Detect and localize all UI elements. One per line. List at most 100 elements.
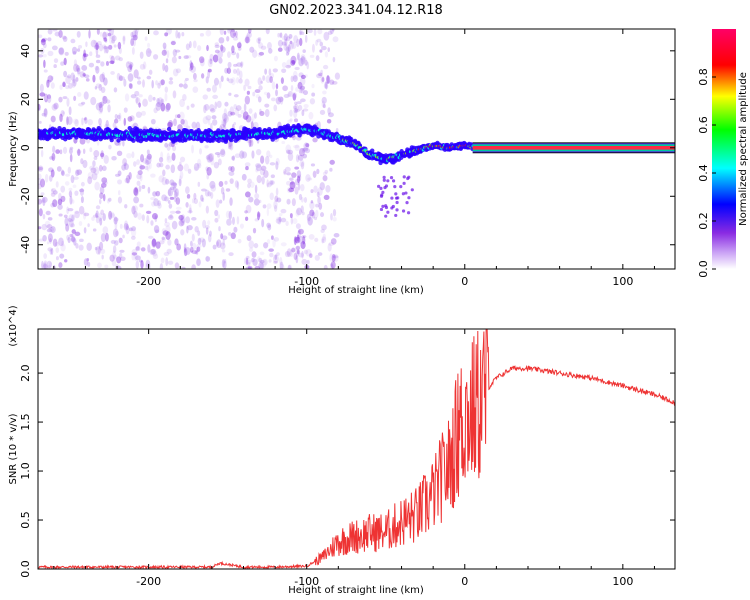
heatmap-noise-mark [145, 48, 152, 58]
heatmap-noise-mark [281, 35, 287, 41]
heatmap-noise-mark [178, 55, 182, 60]
heatmap-noise-mark [101, 177, 108, 184]
heatmap-noise-mark [130, 38, 135, 46]
heatmap-noise-mark [298, 229, 301, 233]
heatmap-noise-mark [147, 42, 151, 48]
heatmap-noise-mark [133, 187, 139, 197]
y-tick-label: 2.0 [19, 364, 32, 382]
heatmap-noise-mark [44, 220, 51, 228]
heatmap-noise-mark [203, 104, 207, 114]
heatmap-noise-mark [92, 214, 99, 218]
heatmap-noise-mark [304, 59, 308, 66]
heatmap-noise-mark [132, 38, 136, 47]
heatmap-noise-mark [158, 175, 165, 183]
heatmap-noise-mark [185, 216, 191, 224]
y-tick-label: 1.0 [19, 462, 32, 480]
heatmap-noise-mark [242, 111, 249, 120]
heatmap-noise-mark [41, 112, 46, 117]
heatmap-noise-mark [108, 210, 113, 220]
heatmap-noise-mark [95, 102, 102, 111]
heatmap-noise-mark [79, 137, 86, 145]
heatmap-noise-mark [228, 29, 232, 32]
heatmap-noise-mark [43, 253, 48, 259]
heatmap-noise-mark [85, 78, 90, 82]
snr-y-label: SNR (10 * v/v) [8, 413, 19, 484]
heatmap-noise-mark [46, 241, 50, 245]
heatmap-noise-mark [47, 94, 52, 104]
heatmap-noise-mark [160, 98, 165, 105]
heatmap-noise-mark [164, 86, 169, 93]
heatmap-tail-mark [395, 208, 399, 212]
heatmap-noise-mark [86, 258, 90, 262]
heatmap-noise-mark [294, 166, 300, 170]
heatmap-noise-mark [321, 100, 325, 108]
heatmap-noise-mark [323, 264, 328, 269]
heatmap-noise-mark [222, 112, 228, 122]
heatmap-noise-mark [174, 49, 181, 53]
heatmap-noise-mark [64, 51, 69, 56]
heatmap-noise-mark [259, 108, 262, 114]
heatmap-noise-mark [223, 258, 227, 264]
heatmap-noise-mark [193, 198, 198, 205]
heatmap-noise-mark [269, 192, 274, 201]
heatmap-noise-mark [248, 240, 255, 249]
heatmap-noise-mark [130, 35, 137, 41]
heatmap-noise-mark [142, 61, 147, 70]
heatmap-noise-mark [94, 86, 98, 90]
heatmap-noise-mark [116, 150, 123, 157]
heatmap-noise-mark [166, 155, 173, 163]
heatmap-noise-mark [155, 241, 161, 249]
heatmap-noise-mark [80, 196, 84, 204]
heatmap-noise-mark [53, 58, 59, 64]
heatmap-noise-mark [77, 67, 81, 75]
heatmap-noise-mark [257, 38, 261, 44]
heatmap-noise-mark [47, 79, 52, 84]
heatmap-noise-mark [178, 111, 185, 121]
heatmap-noise-mark [185, 54, 192, 59]
heatmap-noise-mark [244, 210, 248, 214]
heatmap-noise-mark [155, 190, 161, 197]
heatmap-noise-mark [98, 103, 104, 113]
heatmap-noise-mark [249, 139, 254, 147]
heatmap-noise-mark [327, 243, 332, 252]
heatmap-noise-mark [330, 238, 337, 245]
heatmap-noise-mark [136, 159, 140, 165]
heatmap-noise-mark [219, 29, 224, 36]
heatmap-noise-mark [88, 62, 95, 68]
heatmap-noise-mark [301, 258, 308, 265]
heatmap-noise-mark [100, 86, 106, 93]
heatmap-noise-mark [181, 266, 186, 269]
heatmap-noise-mark [174, 191, 179, 197]
heatmap-noise-mark [152, 191, 157, 197]
heatmap-noise-mark [49, 156, 54, 160]
heatmap-noise-mark [291, 59, 296, 65]
heatmap-noise-mark [290, 217, 294, 225]
heatmap-noise-mark [178, 83, 184, 88]
heatmap-noise-mark [165, 164, 170, 170]
heatmap-noise-mark [135, 111, 142, 118]
heatmap-noise-mark [38, 165, 44, 172]
heatmap-noise-mark [113, 254, 118, 260]
heatmap-noise-mark [290, 55, 297, 64]
heatmap-noise-mark [325, 185, 331, 193]
heatmap-noise-mark [200, 194, 204, 202]
heatmap-noise-mark [297, 54, 300, 62]
heatmap-noise-mark [141, 184, 146, 189]
heatmap-noise-mark [150, 220, 154, 226]
heatmap-noise-mark [80, 181, 85, 187]
heatmap-noise-mark [299, 77, 306, 86]
heatmap-noise-mark [299, 29, 304, 34]
heatmap-noise-mark [247, 178, 252, 184]
heatmap-noise-mark [298, 58, 304, 67]
heatmap-noise-mark [226, 29, 232, 34]
heatmap-noise-mark [251, 150, 255, 159]
heatmap-noise-mark [282, 85, 288, 92]
heatmap-noise-mark [246, 139, 253, 144]
heatmap-noise-mark [54, 31, 60, 37]
heatmap-noise-mark [275, 89, 278, 97]
heatmap-noise-mark [65, 223, 70, 232]
heatmap-noise-mark [297, 154, 304, 161]
heatmap-noise-mark [294, 103, 299, 112]
heatmap-noise-mark [93, 166, 100, 176]
heatmap-noise-mark [146, 75, 152, 80]
